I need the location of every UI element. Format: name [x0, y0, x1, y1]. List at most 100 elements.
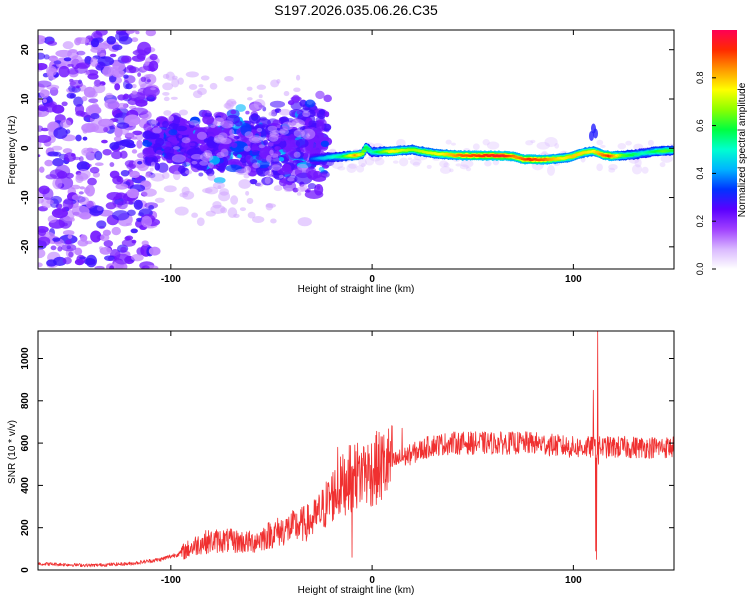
spectrogram-blob: [525, 140, 534, 146]
spectrogram-blob: [230, 109, 237, 115]
spectrogram-blob: [396, 138, 406, 148]
spectrogram-blob: [62, 148, 73, 154]
spectrogram-blob: [293, 151, 301, 158]
spectrogram-ridge: [309, 123, 674, 165]
spectrogram-blob: [315, 108, 320, 114]
spectrogram-blob: [536, 141, 550, 150]
spectrogram-blob: [66, 92, 77, 99]
spectrogram-blob: [109, 142, 120, 151]
spectrogram-blob: [207, 162, 215, 169]
spectrogram-blob: [192, 90, 203, 99]
spectrogram-blob: [258, 94, 263, 99]
spectrogram-blob: [162, 73, 170, 79]
spectrogram-blob: [52, 237, 61, 242]
spectrogram-blob: [596, 163, 603, 172]
spectrogram-blob: [126, 64, 134, 71]
spectrogram-blob: [182, 190, 195, 200]
spectrogram-blob: [52, 177, 63, 190]
spectrogram-blob: [154, 197, 165, 203]
spectrogram-blob: [84, 55, 92, 65]
spectrogram-blob: [167, 115, 175, 122]
spectrogram-blob: [163, 96, 170, 102]
spectrogram-blob: [659, 162, 666, 168]
spectrogram-blob: [117, 94, 126, 101]
spectrogram-blob: [173, 146, 180, 150]
spectrogram-blob: [149, 53, 158, 61]
spectrogram-blob: [316, 185, 321, 190]
ridge-segment: [669, 149, 674, 152]
spectrogram-blob: [195, 123, 200, 130]
spectrogram-blob: [251, 216, 265, 224]
spectrogram-blob: [297, 217, 312, 227]
spectrogram-blob: [120, 139, 135, 147]
spectrogram-blob: [131, 149, 138, 154]
ridge-feature: [588, 130, 594, 141]
spectrogram-blob: [243, 145, 251, 152]
spectrogram-blob: [111, 150, 123, 160]
spectrogram-blob: [323, 94, 332, 103]
spectrogram-blob: [233, 213, 240, 218]
y-tick-label: 600: [20, 434, 31, 451]
spectrogram-blob: [189, 120, 200, 126]
spectrogram-blob: [62, 198, 74, 210]
spectrogram-blob: [263, 139, 269, 145]
spectrogram-blob: [83, 150, 89, 154]
spectrogram-blob: [94, 37, 104, 43]
spectrogram-blob: [175, 125, 188, 132]
spectrogram-blob: [38, 80, 52, 88]
spectrogram-blob: [146, 79, 151, 83]
spectrogram-blob: [114, 83, 121, 91]
spectrogram-blob: [104, 98, 119, 110]
spectrogram-blob: [277, 167, 293, 175]
spectrogram-blob: [102, 229, 111, 236]
spectrogram-blob: [261, 136, 269, 141]
spectrogram-blob: [109, 162, 115, 167]
spectrogram-blob: [78, 191, 84, 195]
spectrogram-blob: [284, 145, 293, 151]
spectrogram-blob: [245, 190, 250, 196]
spectrogram-blob: [102, 148, 112, 156]
spectrogram-blob: [76, 62, 90, 69]
spectrogram-blob: [247, 211, 256, 219]
spectrogram-blob: [142, 130, 154, 140]
spectrogram-blob: [316, 120, 325, 132]
spectrogram-blob: [172, 170, 181, 181]
spectrogram-blob: [76, 50, 86, 56]
y-tick-label: 0: [20, 567, 31, 573]
spectrogram-blob: [230, 195, 239, 205]
y-tick-label: 800: [20, 392, 31, 409]
spectrogram-blob: [38, 62, 48, 71]
x-tick-label: 100: [565, 274, 582, 285]
spectrogram-blob: [170, 96, 178, 100]
spectrogram-blob: [60, 119, 72, 128]
spectrogram-blob: [272, 119, 282, 126]
spectrogram-blob: [177, 165, 186, 174]
spectrogram-blob: [49, 169, 66, 179]
spectrogram-blob: [293, 87, 301, 93]
spectrogram-blob: [38, 154, 41, 158]
spectrogram-blob: [304, 99, 316, 108]
spectrogram-blob: [238, 179, 251, 189]
spectrogram-blob: [83, 186, 91, 195]
spectrogram-blob: [143, 122, 152, 132]
spectrogram-blob: [360, 162, 366, 168]
spectrogram-blob: [94, 162, 104, 166]
spectrogram-blob: [148, 246, 161, 256]
spectrogram-blob: [445, 139, 452, 145]
spectrogram-blob: [660, 154, 673, 163]
spectrogram-blob: [209, 82, 218, 90]
spectrogram-blob: [212, 201, 222, 209]
spectrogram-blob: [460, 159, 474, 168]
spectrogram-blob: [151, 158, 156, 163]
spectrogram-blob: [137, 212, 144, 217]
colorbar-tick-label: 0.4: [695, 167, 705, 180]
spectrogram-blob: [148, 204, 155, 210]
colorbar-label: Normalized spectral amplitude: [737, 82, 748, 217]
spectrogram-blob: [162, 91, 170, 96]
spectrogram-blob: [116, 122, 130, 129]
spectrogram-blob: [129, 170, 140, 179]
spectrogram-blob: [459, 164, 469, 170]
spectrogram-blob: [91, 103, 100, 112]
spectrogram-ylabel: Frequency (Hz): [7, 116, 18, 185]
spectrogram-blob: [198, 172, 204, 177]
